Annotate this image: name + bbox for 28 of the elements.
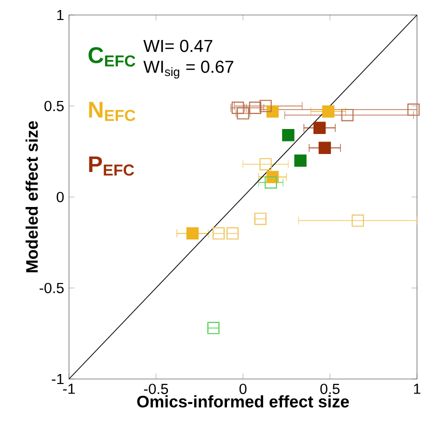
point <box>260 158 272 170</box>
x-tick-label: -1 <box>63 384 76 394</box>
point <box>322 105 335 118</box>
x-axis-title: Omics-informed effect size <box>137 395 350 408</box>
text: C$_{EFC}$ <box>88 47 136 67</box>
x-tick-label: 0.5 <box>320 384 340 394</box>
annotation: WI$_{sig}$ = 0.67 <box>144 60 234 79</box>
y-axis-title: Modeled effect size <box>26 121 38 272</box>
x-tick-label: -0.5 <box>144 384 168 394</box>
point <box>318 142 332 154</box>
text: P$_{EFC}$ <box>89 156 134 176</box>
point <box>294 154 307 167</box>
point <box>408 104 420 116</box>
x-tick-label: 0 <box>240 384 247 394</box>
y-tick-label: -0.5 <box>40 282 64 294</box>
y-tick-label: -1 <box>52 374 64 384</box>
point <box>341 108 354 122</box>
y-tick-label: 0 <box>56 192 64 202</box>
y-tick-label: 1 <box>57 10 64 20</box>
x-tick-label: 1 <box>414 384 421 394</box>
point <box>264 176 278 189</box>
annotation: WI= 0.47 <box>144 40 212 52</box>
point <box>282 128 295 142</box>
point <box>352 214 364 227</box>
y-tick-label: 0.5 <box>44 100 64 112</box>
point <box>186 227 199 240</box>
text: N$_{EFC}$ <box>89 102 136 122</box>
point <box>314 122 326 134</box>
